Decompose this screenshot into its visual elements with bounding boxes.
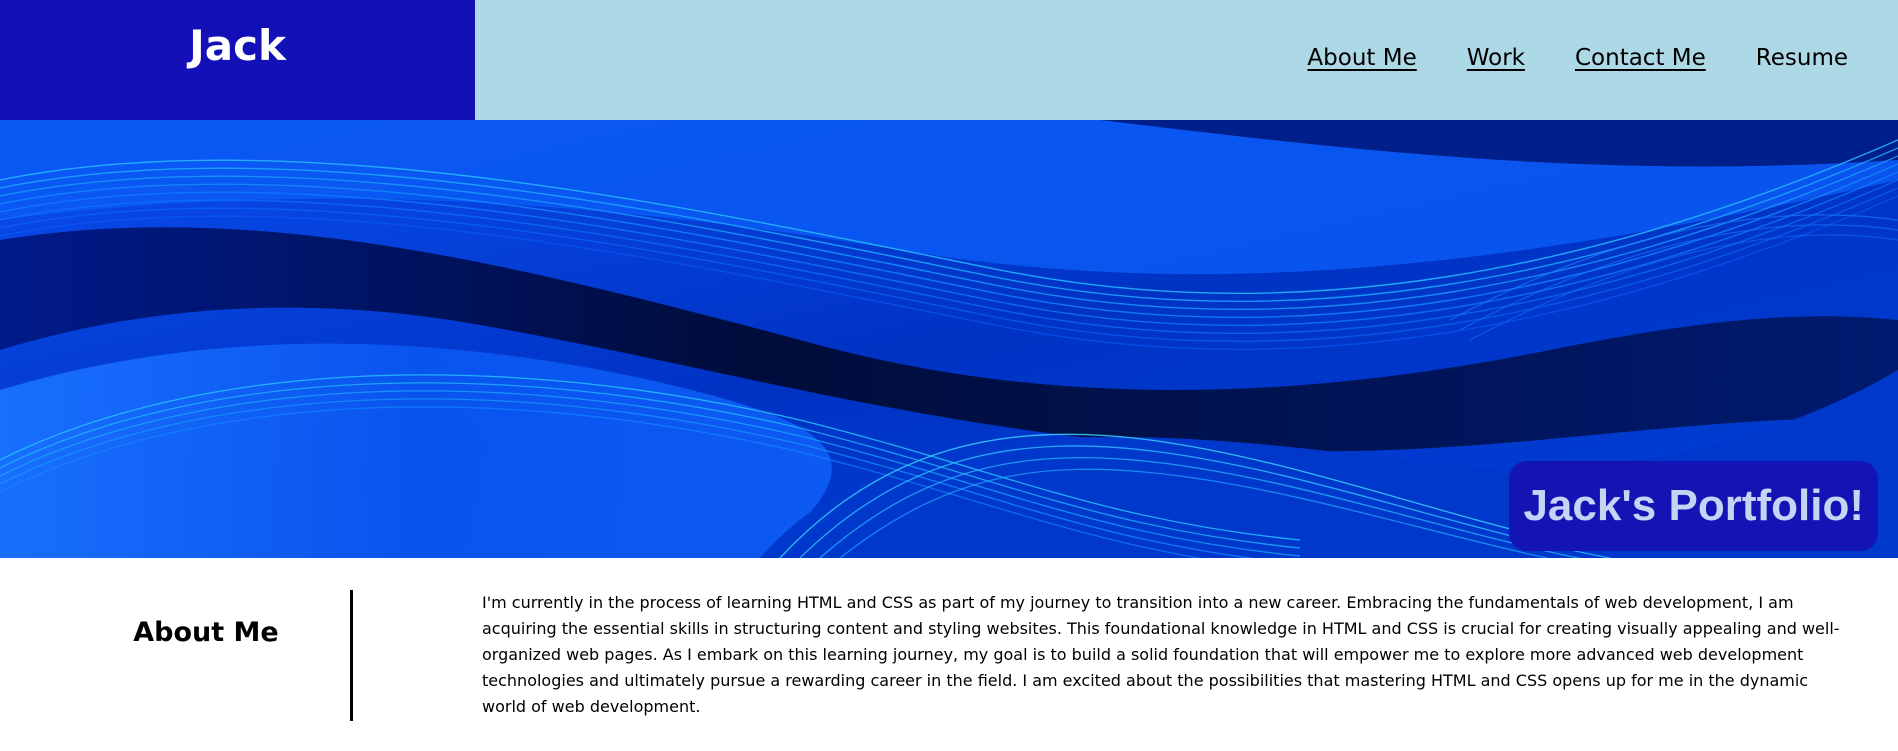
hero-banner: Jack's Portfolio!: [0, 120, 1898, 558]
main-nav: About Me Work Contact Me Resume: [1307, 38, 1848, 78]
nav-link-contact-me[interactable]: Contact Me: [1574, 45, 1706, 71]
logo-block: Jack: [0, 0, 475, 120]
about-section: About Me I'm currently in the process of…: [0, 558, 1898, 751]
hero-title: Jack's Portfolio!: [1509, 461, 1878, 551]
site-header: Jack About Me Work Contact Me Resume: [0, 0, 1898, 120]
about-heading: About Me: [133, 617, 279, 648]
nav-link-resume[interactable]: Resume: [1755, 45, 1848, 71]
about-text: I'm currently in the process of learning…: [482, 593, 1840, 716]
about-divider: [350, 590, 353, 721]
hero-wave-background: [0, 120, 1898, 558]
nav-link-work[interactable]: Work: [1466, 45, 1525, 71]
nav-link-about-me[interactable]: About Me: [1307, 45, 1417, 71]
site-logo[interactable]: Jack: [189, 21, 286, 70]
